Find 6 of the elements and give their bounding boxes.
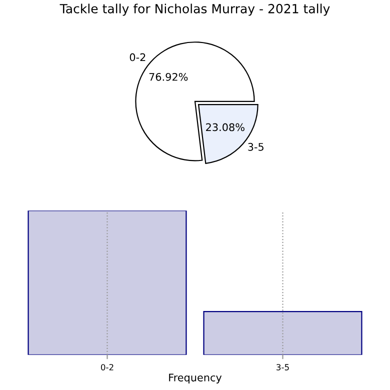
data-label: 23.08% — [206, 123, 244, 132]
data-label: 76.92% — [149, 72, 188, 81]
slice-label: 3-5 — [248, 142, 264, 151]
x-axis-title: Frequency — [169, 374, 222, 384]
slice-label: 0-2 — [130, 53, 146, 62]
chart-title: Tackle tally for Nicholas Murray - 2021 tally — [60, 4, 330, 16]
